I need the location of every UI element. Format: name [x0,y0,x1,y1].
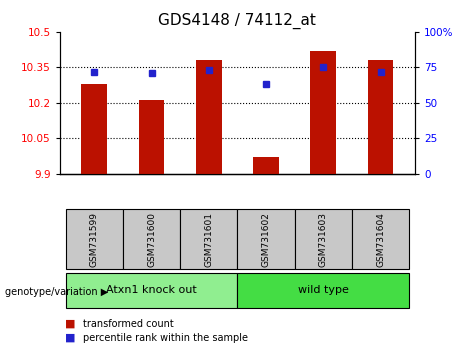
Bar [123,209,180,269]
Bar [65,273,237,308]
Text: GSM731602: GSM731602 [261,212,271,267]
Text: genotype/variation ▶: genotype/variation ▶ [5,287,108,297]
Bar [295,209,352,269]
Bar [368,60,393,174]
Bar [82,84,107,174]
Text: ■: ■ [65,319,75,329]
Text: GSM731599: GSM731599 [90,212,99,267]
Bar [253,157,279,174]
Text: GSM731603: GSM731603 [319,212,328,267]
Bar [196,60,222,174]
Text: GSM731600: GSM731600 [147,212,156,267]
Bar [237,273,409,308]
Text: transformed count: transformed count [83,319,174,329]
Bar [139,101,165,174]
Bar [310,51,336,174]
Bar [180,209,237,269]
Text: Atxn1 knock out: Atxn1 knock out [106,285,197,295]
Bar [352,209,409,269]
Text: percentile rank within the sample: percentile rank within the sample [83,333,248,343]
Bar [237,209,295,269]
Text: wild type: wild type [298,285,349,295]
Bar [65,209,123,269]
Text: GSM731604: GSM731604 [376,212,385,267]
Text: GSM731601: GSM731601 [204,212,213,267]
Text: ■: ■ [65,333,75,343]
Title: GDS4148 / 74112_at: GDS4148 / 74112_at [159,13,316,29]
